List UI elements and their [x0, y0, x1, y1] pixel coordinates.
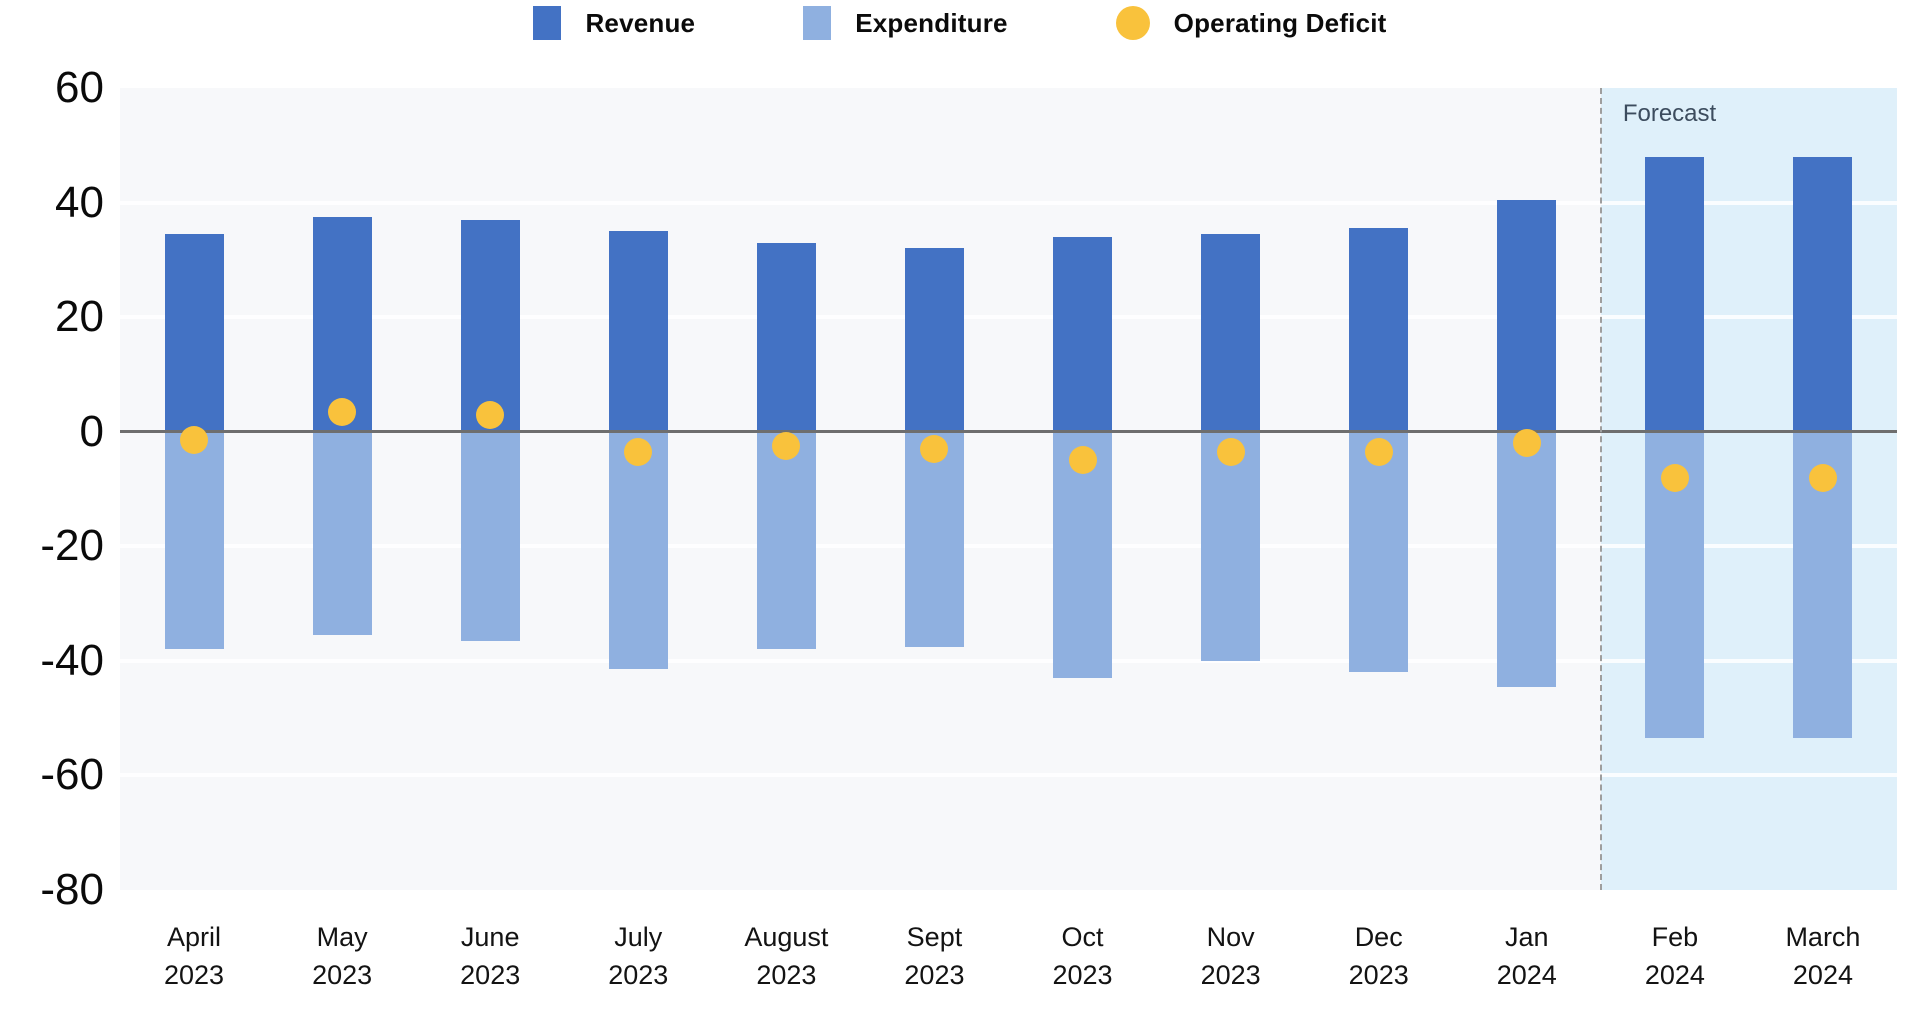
x-tick-month: Oct: [1061, 922, 1104, 952]
revenue-bar: [1645, 156, 1705, 432]
x-tick-label: March 2024: [1749, 918, 1897, 994]
x-tick-label: April 2023: [120, 918, 268, 994]
x-tick-year: 2024: [1496, 960, 1557, 990]
revenue-bar: [164, 234, 224, 432]
legend: Revenue Expenditure Operating Deficit: [0, 6, 1920, 40]
x-tick-label: Jan 2024: [1453, 918, 1601, 994]
expenditure-bar: [1201, 431, 1261, 661]
x-tick-year: 2024: [1792, 960, 1853, 990]
x-tick-label: Dec 2023: [1305, 918, 1453, 994]
x-tick-label: Sept 2023: [860, 918, 1008, 994]
x-tick-year: 2024: [1644, 960, 1705, 990]
legend-item-expenditure: Expenditure: [803, 6, 1007, 40]
revenue-bar: [904, 248, 964, 432]
expenditure-bar: [904, 431, 964, 647]
expenditure-bar: [1349, 431, 1409, 673]
expenditure-bar: [164, 431, 224, 650]
operating-deficit-dot: [1512, 429, 1541, 458]
gridline: [120, 315, 1897, 320]
gridline: [120, 200, 1897, 205]
plot-area: Forecast: [120, 88, 1897, 890]
y-tick-label: 40: [55, 177, 104, 227]
gridline: [120, 658, 1897, 663]
operating-deficit-dot: [1660, 463, 1689, 492]
x-tick-month: Jan: [1505, 922, 1549, 952]
gridline: [120, 544, 1897, 549]
operating-deficit-dot: [1068, 446, 1097, 475]
operating-deficit-dot: [624, 437, 653, 466]
revenue-bar: [1201, 234, 1261, 432]
operating-deficit-dot-icon: [1115, 6, 1150, 40]
revenue-bar: [608, 231, 668, 432]
x-tick-month: June: [460, 922, 520, 952]
x-tick-month: Sept: [906, 922, 963, 952]
revenue-bar: [460, 219, 520, 432]
x-tick-month: April: [167, 922, 222, 952]
x-tick-month: Dec: [1354, 922, 1403, 952]
x-tick-year: 2023: [164, 960, 225, 990]
legend-label-operating-deficit: Operating Deficit: [1173, 7, 1387, 38]
x-tick-year: 2023: [756, 960, 817, 990]
expenditure-bar: [1497, 431, 1557, 687]
x-tick-month: March: [1785, 922, 1861, 952]
expenditure-bar: [756, 431, 816, 650]
x-tick-month: May: [316, 922, 368, 952]
x-tick-year: 2023: [460, 960, 521, 990]
x-tick-label: Nov 2023: [1157, 918, 1305, 994]
legend-label-expenditure: Expenditure: [855, 7, 1008, 38]
x-tick-month: August: [744, 922, 829, 952]
revenue-swatch-icon: [533, 6, 562, 40]
y-tick-label: -80: [40, 865, 104, 914]
x-tick-label: Oct 2023: [1009, 918, 1157, 994]
expenditure-bar: [608, 431, 668, 670]
y-tick-label: 0: [79, 406, 104, 456]
operating-deficit-dot: [772, 432, 801, 461]
operating-deficit-dot: [328, 397, 357, 426]
revenue-bar: [1497, 199, 1557, 432]
gridline: [120, 773, 1897, 778]
revenue-bar: [1053, 236, 1113, 432]
operating-deficit-dot: [476, 400, 505, 429]
operating-deficit-dot: [1364, 437, 1393, 466]
x-tick-label: July 2023: [564, 918, 712, 994]
y-tick-label: 20: [55, 292, 104, 342]
expenditure-bar: [460, 431, 520, 641]
x-tick-year: 2023: [1052, 960, 1113, 990]
y-tick-label: -40: [40, 635, 104, 685]
x-tick-month: July: [614, 922, 663, 952]
legend-label-revenue: Revenue: [585, 7, 696, 38]
operating-deficit-dot: [1808, 463, 1837, 492]
x-tick-year: 2023: [608, 960, 669, 990]
x-tick-label: August 2023: [712, 918, 860, 994]
y-tick-label: -60: [40, 750, 104, 800]
y-axis: 60 40 20 0 -20 -40 -60 -80: [0, 66, 104, 912]
x-tick-year: 2023: [1200, 960, 1261, 990]
revenue-bar: [756, 242, 816, 432]
x-axis: April 2023 May 2023 June 2023 July 2023 August 20…: [120, 918, 1897, 1004]
revenue-bar: [312, 216, 372, 432]
operating-deficit-dot: [920, 434, 949, 463]
forecast-divider: [1599, 88, 1602, 890]
operating-deficit-dot: [1216, 437, 1245, 466]
y-tick-label: -20: [40, 521, 104, 571]
legend-item-operating-deficit: Operating Deficit: [1115, 6, 1387, 40]
x-tick-label: June 2023: [416, 918, 564, 994]
expenditure-swatch-icon: [803, 6, 832, 40]
forecast-label: Forecast: [1622, 100, 1717, 127]
revenue-bar: [1349, 228, 1409, 432]
x-tick-year: 2023: [904, 960, 965, 990]
x-tick-label: Feb 2024: [1601, 918, 1749, 994]
zero-axis-line: [120, 430, 1897, 434]
x-tick-month: Nov: [1206, 922, 1255, 952]
x-tick-year: 2023: [312, 960, 373, 990]
operating-deficit-dot: [180, 426, 209, 455]
legend-item-revenue: Revenue: [533, 6, 695, 40]
x-tick-month: Feb: [1651, 922, 1699, 952]
x-tick-year: 2023: [1348, 960, 1409, 990]
revenue-bar: [1793, 156, 1853, 432]
expenditure-bar: [312, 431, 372, 636]
x-tick-label: May 2023: [268, 918, 416, 994]
y-tick-label: 60: [55, 63, 104, 112]
